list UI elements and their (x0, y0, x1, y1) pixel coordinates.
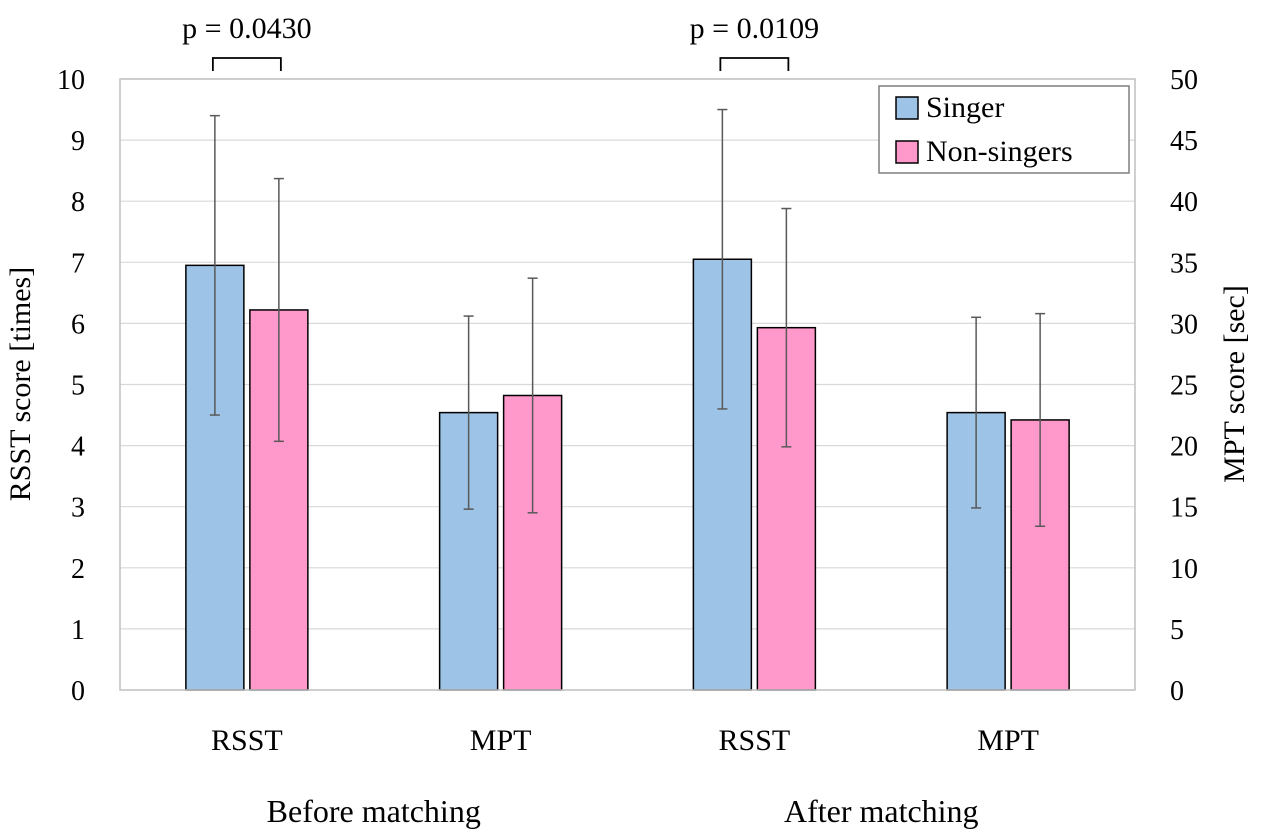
y-tick-right: 40 (1170, 187, 1198, 218)
legend: Singer Non-singers (878, 85, 1130, 174)
y-tick-left: 1 (71, 615, 85, 646)
y-tick-left: 8 (71, 187, 85, 218)
y-tick-right: 10 (1170, 554, 1198, 585)
y-tick-right: 0 (1170, 676, 1184, 707)
category-labels: RSST MPT Before matching RSST MPT After match… (211, 724, 1039, 829)
y-tick-left: 4 (71, 432, 85, 463)
legend-swatch-non-singers (895, 140, 919, 164)
y-tick-left: 2 (71, 554, 85, 585)
y-tick-left: 0 (71, 676, 85, 707)
y-axis-title-left: RSST score [times] (4, 267, 37, 501)
y-tick-left: 3 (71, 493, 85, 524)
group-label: After matching (784, 793, 979, 829)
y-tick-right: 25 (1170, 371, 1198, 402)
category-label: RSST (211, 724, 283, 757)
y-tick-left: 6 (71, 309, 85, 340)
y-axis-title-right: MPT score [sec] (1218, 285, 1251, 483)
legend-label-singer: Singer (926, 91, 1004, 124)
y-tick-right: 45 (1170, 126, 1198, 157)
significance-bracket (719, 57, 790, 71)
category-label: MPT (977, 724, 1039, 757)
y-tick-right: 30 (1170, 309, 1198, 340)
y-tick-right: 15 (1170, 493, 1198, 524)
legend-swatch-singer (895, 96, 919, 120)
p-value-label: p = 0.0430 (182, 12, 311, 45)
y-tick-right: 5 (1170, 615, 1184, 646)
error-bars (209, 108, 1046, 528)
group-label: Before matching (267, 793, 481, 829)
y-tick-left: 7 (71, 248, 85, 279)
legend-box (878, 85, 1130, 174)
y-tick-right: 50 (1170, 65, 1198, 96)
annotations: p = 0.0430 p = 0.0109 (182, 12, 819, 71)
significance-bracket (211, 57, 282, 71)
y-tick-left: 10 (57, 65, 85, 96)
y-tick-right: 35 (1170, 248, 1198, 279)
y-tick-left: 9 (71, 126, 85, 157)
category-label: RSST (719, 724, 791, 757)
category-label: MPT (470, 724, 532, 757)
plot-frame (119, 78, 1136, 691)
y-tick-left: 5 (71, 371, 85, 402)
legend-label-non-singers: Non-singers (926, 135, 1073, 168)
y-tick-right: 20 (1170, 432, 1198, 463)
p-value-label: p = 0.0109 (690, 12, 819, 45)
